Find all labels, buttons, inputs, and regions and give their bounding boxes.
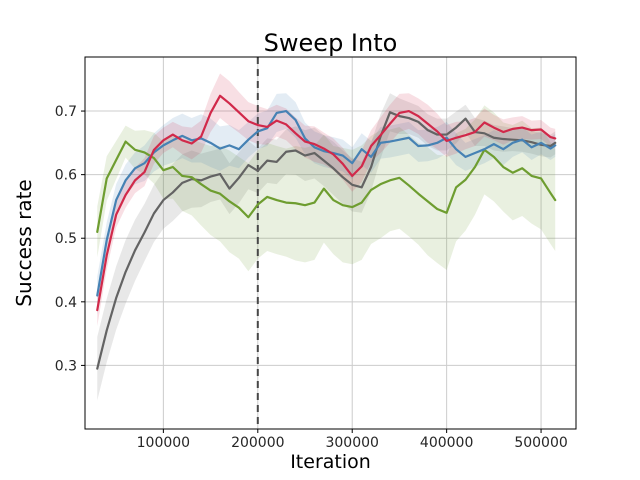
y-tick-label: 0.3 (55, 358, 77, 374)
y-tick-label: 0.5 (55, 231, 77, 247)
line-red (96, 94, 557, 312)
x-tick-label: 200000 (231, 435, 284, 451)
line-gray (96, 111, 557, 370)
plot-border (84, 56, 577, 430)
band-gray (97, 93, 556, 401)
x-tick-label: 300000 (325, 435, 378, 451)
line-green (96, 140, 557, 233)
x-tick-label: 100000 (137, 435, 190, 451)
x-tick-label: 400000 (420, 435, 473, 451)
y-tick-label: 0.6 (55, 168, 77, 184)
y-tick-label: 0.4 (55, 295, 77, 311)
x-tick-label: 500000 (514, 435, 567, 451)
band-red (97, 73, 556, 326)
band-blue (97, 93, 556, 315)
y-tick-label: 0.7 (55, 104, 77, 120)
chart-title: Sweep Into (263, 29, 398, 57)
x-axis-label: Iteration (290, 451, 371, 473)
band-green (97, 105, 556, 272)
